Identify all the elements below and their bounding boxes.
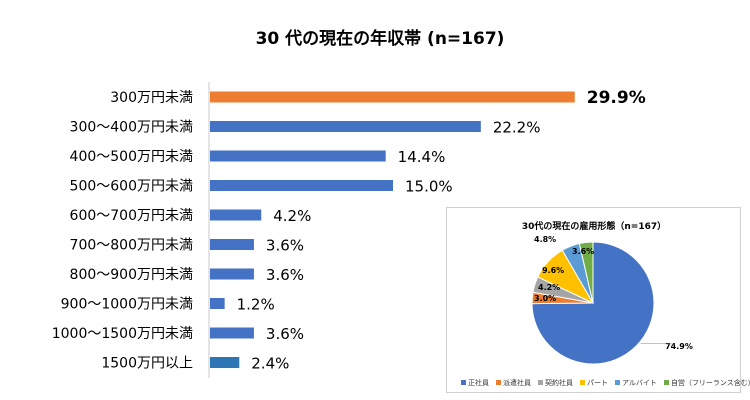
value-label: 3.6%: [266, 266, 304, 284]
pie-legend: 正社員 派遣社員 契約社員 パート アルバイト 自営（フリーランス含む）: [461, 378, 750, 388]
pie-value-label: 3.0%: [534, 294, 556, 303]
value-label: 29.9%: [587, 88, 646, 108]
value-label: 3.6%: [266, 237, 304, 255]
bar: [210, 180, 393, 191]
category-label: 400～500万円未満: [70, 149, 193, 165]
bar: [210, 298, 225, 309]
category-label: 300～400万円未満: [70, 120, 193, 136]
leader-line: [640, 342, 676, 345]
legend-swatch: [538, 380, 543, 385]
legend-swatch: [615, 380, 620, 385]
pie-value-label: 4.2%: [538, 283, 560, 292]
legend-swatch: [663, 380, 669, 385]
value-label: 1.2%: [237, 296, 275, 314]
pie-slice: [578, 241, 594, 304]
category-label: 500～600万円未満: [70, 179, 193, 195]
value-label: 15.0%: [405, 178, 453, 196]
legend-label: アルバイト: [622, 379, 657, 387]
legend-label: パート: [587, 379, 608, 387]
legend-item: アルバイト: [615, 378, 657, 388]
legend-item: 派遣社員: [496, 378, 531, 388]
category-label: 1000～1500万円未満: [52, 326, 193, 342]
legend-item: 契約社員: [538, 378, 573, 388]
legend-swatch: [496, 380, 501, 385]
legend-swatch: [461, 380, 466, 385]
pie-value-label: 9.6%: [542, 266, 564, 275]
bar: [210, 239, 254, 250]
bar: [210, 150, 386, 162]
category-label: 800～900万円未満: [70, 267, 193, 283]
legend-item: 自営（フリーランス含む）: [663, 378, 750, 388]
category-label: 300万円未満: [110, 90, 193, 106]
bar: [210, 121, 481, 132]
category-label: 600～700万円未満: [70, 208, 193, 224]
bar: [210, 209, 262, 221]
bar: [210, 91, 575, 103]
value-label: 3.6%: [266, 325, 304, 343]
bar: [210, 268, 254, 280]
pie-title: 30代の現在の雇用形態（n=167）: [522, 220, 666, 232]
bar: [210, 357, 240, 368]
value-label: 14.4%: [398, 148, 446, 166]
bar: [210, 327, 254, 339]
category-label: 1500万円以上: [101, 356, 193, 372]
category-label: 900～1000万円未満: [61, 297, 193, 313]
pie-value-label: 3.6%: [572, 247, 594, 256]
value-label: 22.2%: [493, 119, 541, 137]
pie-chart-panel: 30代の現在の雇用形態（n=167） 74.9% 3.0% 4.2% 9.6% 4.8%…: [446, 207, 750, 393]
value-label: 4.2%: [273, 207, 311, 225]
legend-item: パート: [580, 378, 608, 388]
pie-value-label: 74.9%: [665, 342, 693, 351]
value-label: 2.4%: [251, 355, 289, 373]
legend-label: 派遣社員: [503, 379, 531, 387]
category-label: 700～800万円未満: [70, 238, 193, 254]
legend-label: 正社員: [468, 379, 489, 387]
pie-value-label: 4.8%: [534, 235, 556, 244]
chart-title: 30 代の現在の年収帯 (n=167): [256, 28, 505, 49]
legend-swatch: [580, 380, 585, 385]
legend-item: 正社員: [461, 378, 489, 388]
legend-label: 自営（フリーランス含む）: [670, 379, 750, 387]
pie-slice: [531, 241, 655, 365]
legend-label: 契約社員: [545, 379, 573, 387]
